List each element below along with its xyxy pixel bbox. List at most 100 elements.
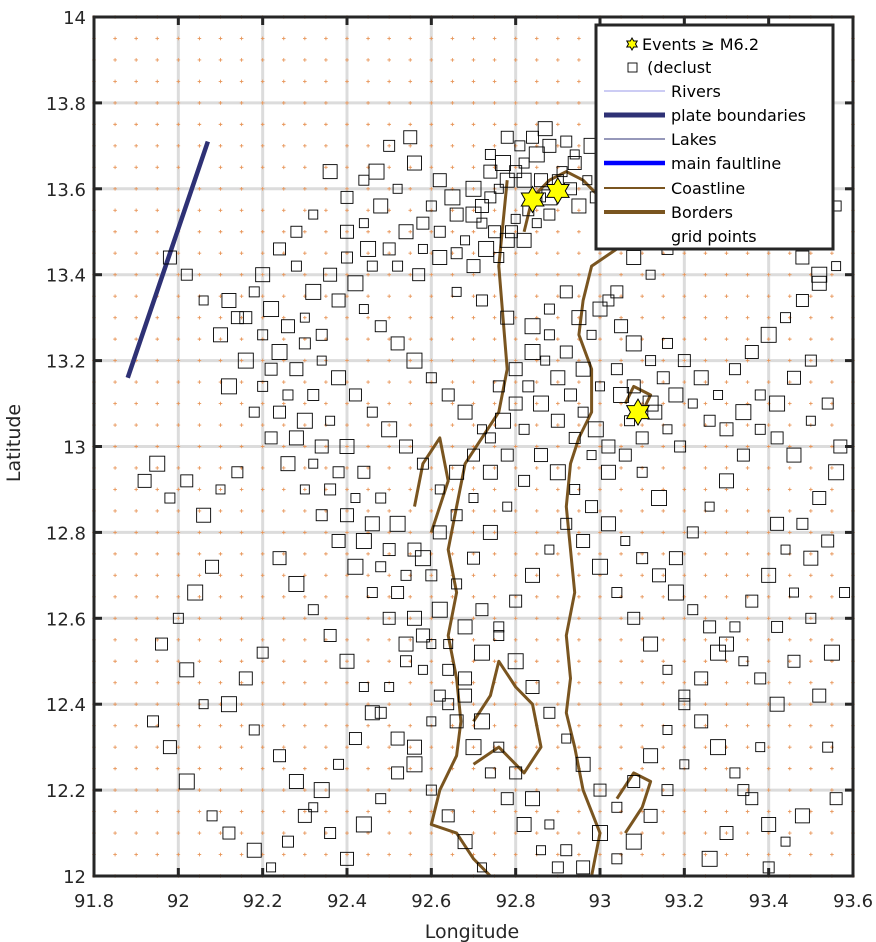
grid-point	[534, 595, 539, 599]
event-marker	[662, 725, 673, 735]
event-marker	[812, 491, 827, 505]
grid-point	[155, 36, 160, 41]
grid-point	[155, 401, 160, 406]
grid-point	[703, 702, 708, 706]
grid-point	[134, 595, 138, 599]
event-marker	[569, 484, 581, 495]
grid-point	[471, 766, 476, 771]
event-marker	[147, 715, 159, 728]
grid-point	[218, 680, 223, 685]
grid-point	[366, 552, 370, 556]
grid-point	[661, 659, 666, 664]
event-marker	[220, 696, 237, 713]
grid-point	[218, 58, 223, 62]
grid-point	[134, 466, 138, 470]
event-marker	[518, 157, 530, 169]
grid-point	[492, 573, 497, 578]
event-marker	[811, 266, 828, 283]
grid-point	[661, 852, 666, 857]
event-marker	[473, 644, 490, 661]
event-marker	[323, 629, 337, 642]
event-marker	[358, 174, 370, 186]
event-marker	[180, 474, 194, 488]
grid-point	[345, 187, 349, 191]
event-marker	[543, 329, 555, 341]
grid-point	[155, 315, 160, 320]
grid-point	[408, 165, 413, 170]
grid-point	[513, 637, 518, 642]
grid-point	[724, 358, 729, 363]
event-marker	[524, 318, 541, 335]
grid-point	[134, 809, 138, 814]
event-marker	[478, 240, 495, 257]
grid-point	[303, 423, 307, 427]
event-marker	[643, 808, 658, 823]
grid-point	[134, 637, 138, 642]
grid-point	[429, 595, 434, 599]
grid-point	[134, 229, 138, 234]
grid-point	[134, 616, 138, 621]
grid-point	[176, 165, 181, 170]
event-marker	[769, 395, 786, 412]
grid-point	[556, 144, 560, 148]
grid-point	[640, 444, 644, 449]
event-marker	[324, 483, 337, 496]
grid-point	[281, 444, 286, 449]
grid-point	[682, 358, 687, 363]
grid-point	[345, 530, 349, 535]
event-marker	[499, 172, 515, 188]
grid-point	[471, 788, 476, 792]
grid-point	[724, 788, 729, 792]
grid-point	[492, 509, 497, 513]
grid-point	[745, 680, 750, 685]
grid-point	[324, 788, 328, 792]
grid-point	[408, 423, 413, 427]
event-marker	[713, 390, 724, 400]
grid-point	[830, 380, 834, 384]
grid-point	[724, 466, 729, 470]
grid-point	[387, 444, 391, 449]
grid-point	[303, 637, 307, 642]
grid-point	[134, 723, 138, 728]
grid-point	[324, 745, 328, 749]
grid-point	[661, 702, 666, 706]
grid-point	[809, 852, 813, 857]
grid-point	[450, 552, 455, 556]
grid-point	[345, 595, 349, 599]
grid-point	[619, 487, 623, 492]
event-marker	[281, 319, 295, 334]
grid-point	[787, 788, 792, 792]
grid-point	[577, 79, 581, 84]
grid-point	[324, 380, 328, 384]
grid-point	[324, 101, 328, 105]
grid-point	[239, 294, 244, 298]
event-marker	[248, 724, 260, 736]
event-marker	[390, 336, 405, 351]
grid-point	[281, 745, 286, 749]
grid-point	[260, 509, 265, 513]
grid-point	[155, 101, 160, 105]
grid-point	[830, 595, 834, 599]
grid-point	[787, 509, 792, 513]
event-marker	[358, 304, 369, 315]
grid-point	[513, 315, 518, 320]
grid-point	[281, 229, 286, 234]
grid-point	[682, 509, 687, 513]
grid-point	[766, 444, 771, 449]
grid-point	[281, 466, 286, 470]
event-marker	[246, 842, 262, 858]
event-marker	[288, 774, 304, 789]
grid-point	[556, 272, 560, 277]
event-marker	[600, 516, 616, 532]
event-marker	[642, 395, 659, 412]
event-marker	[531, 218, 542, 229]
grid-point	[408, 101, 413, 105]
event-marker	[239, 311, 253, 325]
grid-point	[450, 337, 455, 341]
event-marker	[465, 739, 482, 756]
grid-point	[155, 358, 160, 363]
grid-point	[239, 101, 244, 105]
event-marker	[426, 639, 437, 650]
grid-point	[408, 702, 413, 706]
